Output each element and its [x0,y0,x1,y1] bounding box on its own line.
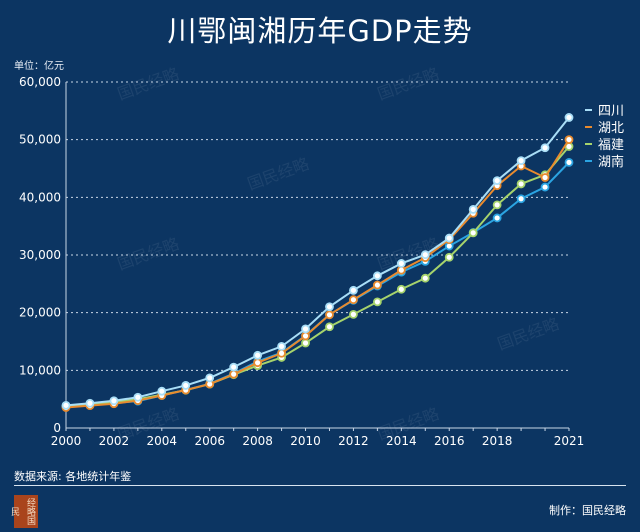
data-point [325,310,334,320]
chart-title: 川鄂闽湘历年GDP走势 [167,14,473,48]
data-source: 数据来源: 各地统计年鉴 [14,470,132,483]
y-tick-label: 30,000 [19,248,61,262]
data-point [564,157,574,167]
y-tick-label: 20,000 [19,306,61,320]
watermark: 国民经略 [245,154,312,194]
series-line [65,116,570,407]
watermark: 国民经略 [115,234,182,274]
legend-label: 福建 [598,138,625,153]
data-point [372,280,382,290]
data-point [181,381,191,390]
data-point [157,386,167,396]
x-tick-label: 2010 [290,434,321,448]
data-point [420,250,430,260]
data-point [564,135,574,144]
legend-swatch [585,108,592,111]
data-point [133,392,143,402]
data-point [349,285,358,295]
legend-swatch [585,125,592,128]
data-point [468,205,478,214]
watermark: 国民经略 [495,314,562,354]
data-point [277,348,286,358]
series-line [65,145,570,408]
data-point [85,398,95,408]
data-point [516,156,526,166]
data-point [205,373,215,383]
data-point [229,369,239,379]
data-point [516,179,526,189]
x-tick-label: 2021 [554,434,585,448]
data-point [349,295,358,305]
legend-swatch [585,159,592,162]
data-point [301,324,310,334]
legend: 四川 湖北 福建 湖南 [585,101,625,170]
data-point [277,341,286,351]
data-point [109,396,119,406]
x-tick-label: 2014 [386,434,417,448]
legend-item: 湖南 [585,152,625,170]
data-point [468,228,478,238]
data-point [61,400,71,410]
legend-item: 湖北 [585,118,625,136]
data-point [253,358,263,368]
data-point [372,297,382,307]
divider [14,485,626,486]
series-line [65,139,570,409]
data-point [540,182,550,192]
data-point [372,271,382,281]
x-tick-label: 2012 [338,434,369,448]
data-point [301,331,310,341]
legend-label: 湖南 [598,155,625,170]
x-tick-label: 2000 [51,434,82,448]
logo: 经略国民 [9,495,38,528]
data-point [540,143,550,153]
data-point [444,252,454,262]
data-point [396,284,406,294]
data-point [492,200,502,210]
watermark: 国民经略 [115,64,182,104]
y-tick-label: 40,000 [19,190,61,204]
legend-item: 福建 [585,135,625,153]
credit: 制作：国民经略 [549,504,626,517]
x-tick-label: 2018 [482,434,513,448]
data-point [492,176,502,185]
data-point [325,302,334,312]
data-point [420,273,430,283]
data-point [492,213,502,223]
data-point [564,113,574,122]
y-tick-label: 60,000 [19,75,61,89]
x-tick-label: 2004 [147,434,178,448]
data-point [540,173,550,182]
x-tick-label: 2006 [194,434,225,448]
unit-label: 单位：亿元 [14,61,64,72]
legend-item: 四川 [585,101,625,119]
data-point [349,309,358,319]
y-tick-label: 10,000 [19,363,61,377]
data-point [253,350,263,360]
data-point [325,322,334,332]
y-tick-label: 0 [53,421,61,435]
legend-label: 四川 [598,104,625,119]
watermark: 国民经略 [375,64,442,104]
x-tick-label: 2002 [99,434,130,448]
data-point [396,259,406,268]
data-point [444,233,454,243]
data-point [301,338,310,348]
x-tick-label: 2008 [242,434,273,448]
legend-label: 湖北 [598,121,625,136]
data-point [229,362,239,372]
x-tick-label: 2016 [434,434,465,448]
data-point [516,194,526,204]
y-tick-label: 50,000 [19,133,61,147]
legend-swatch [585,142,592,145]
